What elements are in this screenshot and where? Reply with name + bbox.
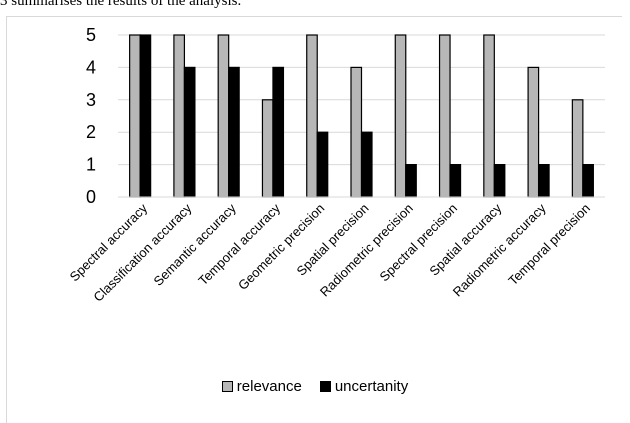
bar-uncertanity-11 xyxy=(582,164,594,198)
bar-uncertanity-3 xyxy=(228,66,240,198)
bar-relevance-3 xyxy=(217,34,230,198)
legend-swatch-relevance xyxy=(221,381,233,392)
y-tick-label: 1 xyxy=(86,155,96,175)
bar-relevance-4 xyxy=(261,99,274,198)
x-tick-label: Spectral accuracy xyxy=(67,200,151,284)
bar-uncertanity-9 xyxy=(493,164,506,198)
legend-item-relevance: relevance xyxy=(221,378,302,395)
bar-uncertanity-10 xyxy=(537,164,550,198)
x-tick-label: Semantic accuracy xyxy=(151,200,240,289)
chart-frame xyxy=(6,16,622,423)
bar-uncertanity-1 xyxy=(139,34,152,198)
bar-relevance-10 xyxy=(527,66,540,198)
x-tick-label: Temporal accuracy xyxy=(195,200,283,288)
bar-uncertanity-2 xyxy=(183,66,196,198)
y-tick-label: 0 xyxy=(86,187,96,207)
bar-uncertanity-4 xyxy=(272,66,285,198)
bar-uncertanity-6 xyxy=(360,131,373,198)
y-tick-label: 3 xyxy=(86,90,96,110)
legend-swatch-uncertanity xyxy=(319,381,331,392)
bar-uncertanity-8 xyxy=(449,164,462,198)
bar-uncertanity-5 xyxy=(316,131,329,198)
bar-relevance-11 xyxy=(571,99,584,198)
legend-item-uncertanity: uncertanity xyxy=(319,378,409,395)
y-tick-label: 4 xyxy=(86,57,96,77)
y-axis-ticks: 0 1 2 3 4 5 xyxy=(86,25,96,207)
legend-label-uncertanity: uncertanity xyxy=(334,378,409,395)
bar-relevance-9 xyxy=(483,34,495,198)
bar-relevance-5 xyxy=(306,34,318,198)
legend-label-relevance: relevance xyxy=(236,378,302,395)
bar-relevance-1 xyxy=(129,34,141,198)
bar-relevance-6 xyxy=(350,66,363,198)
y-tick-label: 2 xyxy=(86,122,96,142)
bar-uncertanity-7 xyxy=(405,164,417,198)
bar-relevance-7 xyxy=(394,34,407,198)
bar-relevance-2 xyxy=(173,34,186,198)
x-tick-label: Temporal precision xyxy=(505,201,593,289)
x-tick-label: Spectral precision xyxy=(376,201,460,285)
bars xyxy=(129,34,594,198)
caption-text: 3 summarises the results of the analysis… xyxy=(0,0,242,9)
y-tick-label: 5 xyxy=(86,25,96,45)
legend: relevance uncertanity xyxy=(0,378,630,395)
bar-relevance-8 xyxy=(438,34,451,198)
